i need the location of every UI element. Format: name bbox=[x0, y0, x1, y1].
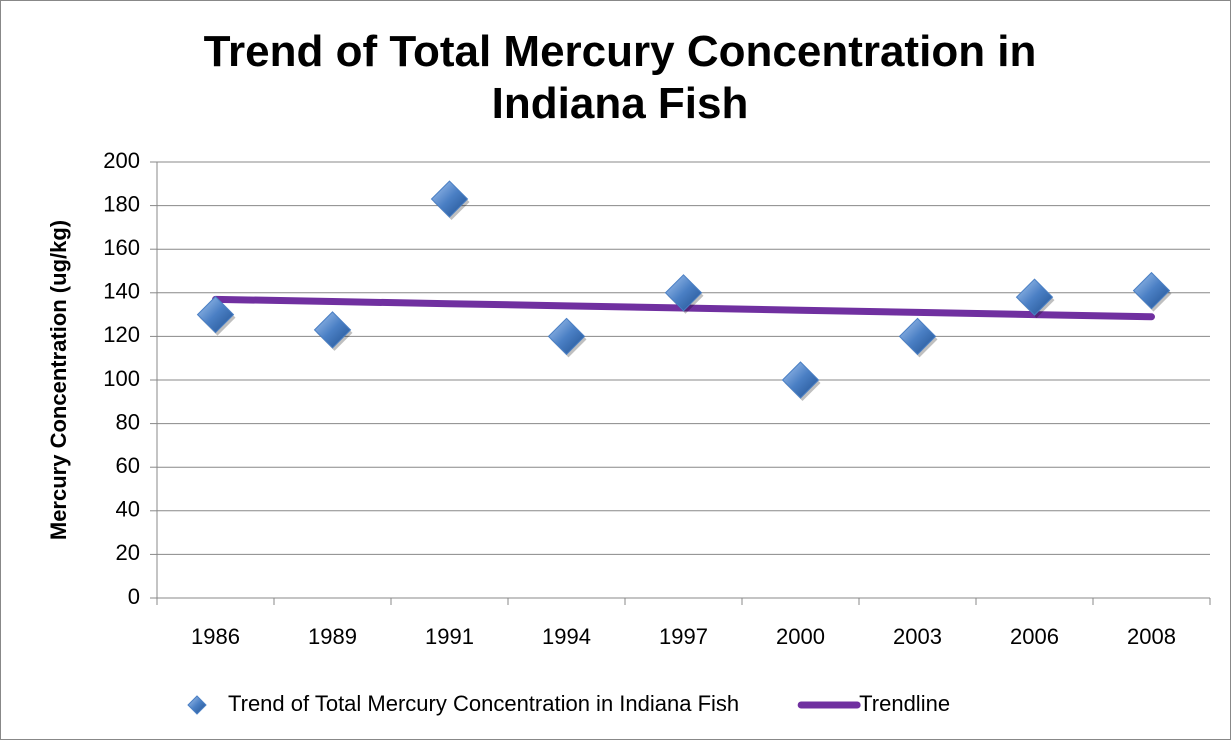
y-tick-label: 120 bbox=[103, 322, 140, 347]
y-tick-label: 140 bbox=[103, 279, 140, 304]
x-tick-label: 2006 bbox=[1010, 624, 1059, 649]
x-tick-label: 2003 bbox=[893, 624, 942, 649]
y-tick-label: 160 bbox=[103, 235, 140, 260]
marker bbox=[313, 311, 352, 349]
legend-label: Trendline bbox=[859, 691, 950, 716]
y-tick-label: 60 bbox=[116, 453, 140, 478]
x-tick-label: 1997 bbox=[659, 624, 708, 649]
x-tick-label: 1994 bbox=[542, 624, 591, 649]
y-tick-label: 40 bbox=[116, 497, 140, 522]
x-tick-label: 1989 bbox=[308, 624, 357, 649]
marker bbox=[781, 361, 820, 399]
y-axis-label: Mercury Concentration (ug/kg) bbox=[46, 220, 71, 540]
x-tick-label: 2008 bbox=[1127, 624, 1176, 649]
x-tick-label: 2000 bbox=[776, 624, 825, 649]
marker bbox=[664, 274, 703, 312]
y-tick-label: 200 bbox=[103, 148, 140, 173]
y-tick-label: 100 bbox=[103, 366, 140, 391]
y-tick-label: 180 bbox=[103, 191, 140, 216]
marker bbox=[547, 317, 586, 356]
chart-title: Trend of Total Mercury Concentration in … bbox=[203, 27, 1037, 128]
legend-label: Trend of Total Mercury Concentration in … bbox=[228, 691, 739, 716]
marker bbox=[430, 180, 469, 218]
marker bbox=[1132, 271, 1171, 310]
legend-marker bbox=[187, 695, 207, 715]
marker bbox=[196, 295, 235, 334]
y-tick-label: 0 bbox=[128, 584, 140, 609]
y-tick-label: 80 bbox=[116, 409, 140, 434]
x-tick-label: 1991 bbox=[425, 624, 474, 649]
y-tick-label: 20 bbox=[116, 540, 140, 565]
marker bbox=[898, 317, 937, 356]
marker bbox=[1015, 278, 1054, 316]
x-tick-label: 1986 bbox=[191, 624, 240, 649]
